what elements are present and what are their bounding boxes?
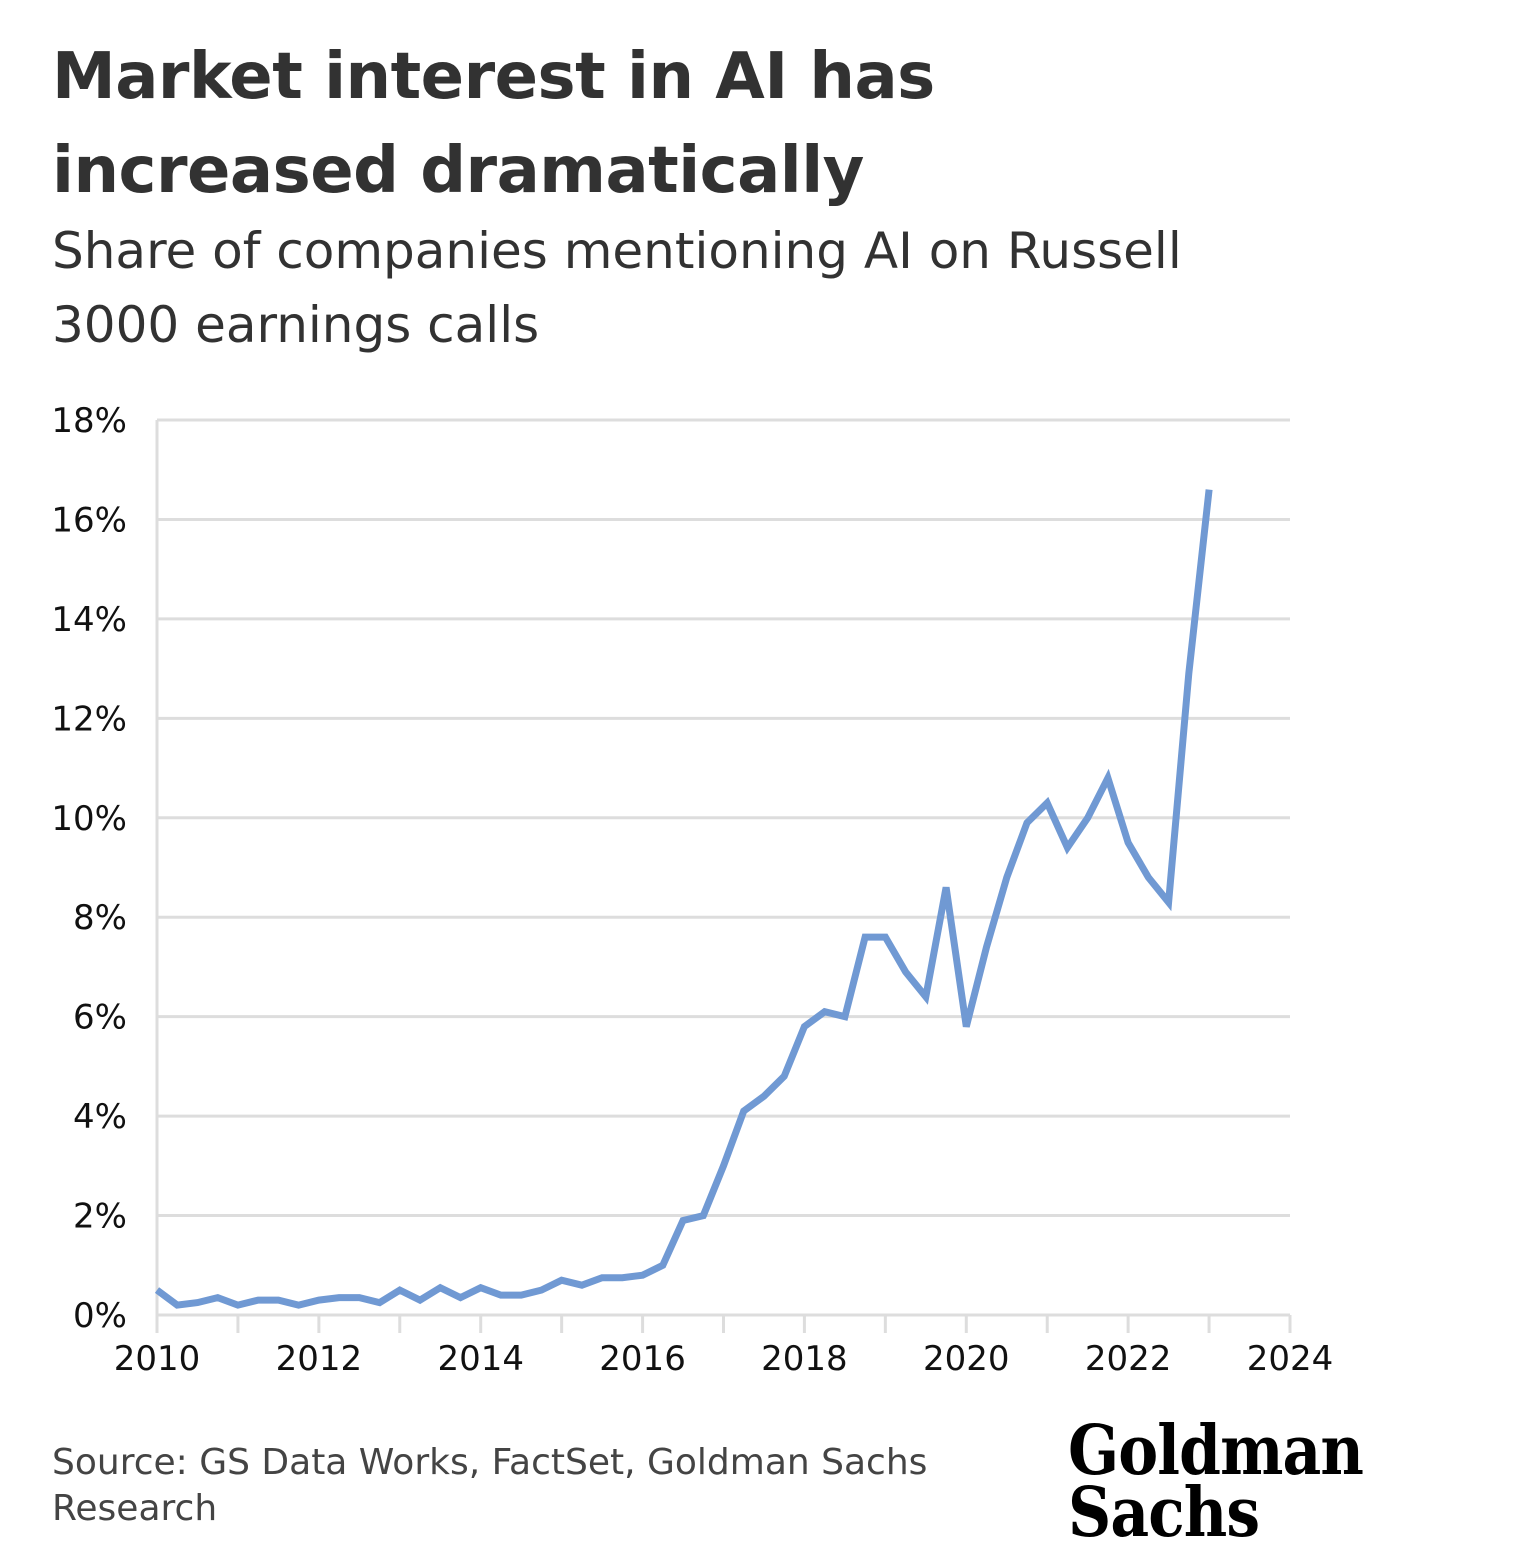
x-tick-label: 2012 [276,1339,363,1379]
goldman-sachs-logo: Goldman Sachs [1068,1420,1363,1544]
x-tick-label: 2016 [599,1339,686,1379]
x-axis: 2010 2012 2014 2016 2018 2020 2022 2024 [114,1315,1334,1379]
y-tick-label: 14% [51,600,127,640]
x-tick-label: 2024 [1247,1339,1334,1379]
series-group [157,490,1209,1306]
y-tick-label: 6% [73,998,127,1038]
y-tick-label: 2% [73,1197,127,1237]
x-tick-label: 2022 [1085,1339,1172,1379]
x-tick-label: 2020 [923,1339,1010,1379]
x-tick-label: 2010 [114,1339,201,1379]
y-tick-label: 10% [51,799,127,839]
x-tick-label: 2018 [761,1339,848,1379]
source-note: Source: GS Data Works, FactSet, Goldman … [52,1440,1052,1532]
y-tick-label: 16% [51,500,127,540]
y-tick-label: 0% [73,1296,127,1336]
logo-line-2: Sachs [1068,1482,1363,1544]
grid-lines [157,420,1290,1315]
series-line [157,490,1209,1306]
y-tick-label: 4% [73,1097,127,1137]
line-chart: 0%2%4%6%8%10%12%14%16%18% 2010 2012 2014 20… [0,0,1536,1420]
x-tick-label: 2014 [437,1339,524,1379]
y-tick-label: 12% [51,699,127,739]
y-tick-label: 18% [51,401,127,441]
y-axis: 0% 2% 4% 6% 8% 10% 12% 14% 16% 18% [51,401,157,1336]
y-tick-label: 8% [73,898,127,938]
